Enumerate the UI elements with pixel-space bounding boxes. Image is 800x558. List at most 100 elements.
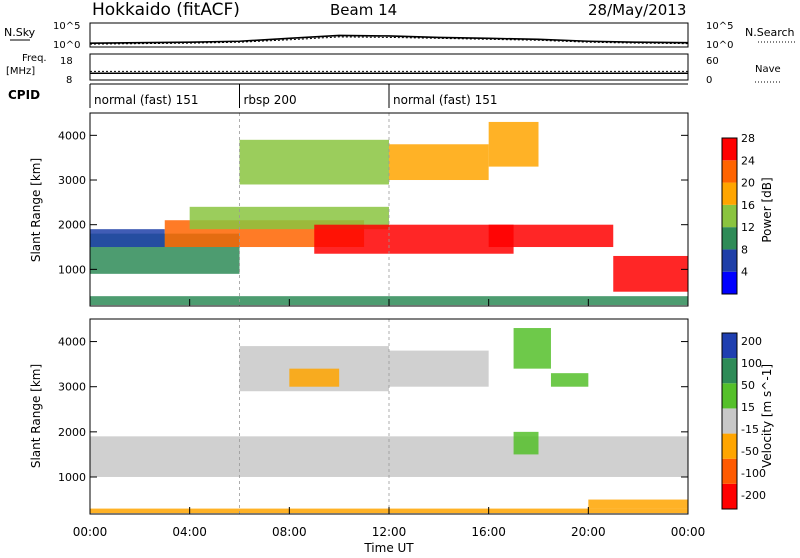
freq-tick-top: 18 bbox=[60, 56, 73, 67]
velocity-colorbar-tick: -200 bbox=[741, 489, 766, 502]
velocity-colorbar-tick: -50 bbox=[741, 445, 759, 458]
cpid-label: CPID bbox=[8, 88, 40, 102]
power-colorbar-tick: 4 bbox=[741, 266, 748, 279]
colorbar-swatch bbox=[722, 383, 737, 409]
nsearch-label: N.Search bbox=[745, 26, 795, 39]
power-colorbar-tick: 28 bbox=[741, 132, 755, 145]
velocity-x-axis: 00:00 04:00 08:00 12:00 16:00 20:00 00:00 bbox=[73, 299, 706, 539]
power-panel: 1000 2000 3000 4000 Slant Range [km] 4 8 12 16… bbox=[29, 112, 774, 307]
power-colorbar-tick: 20 bbox=[741, 177, 755, 190]
x-tick-label: 16:00 bbox=[471, 525, 506, 539]
scatter-band bbox=[488, 121, 539, 167]
x-tick-label: 12:00 bbox=[372, 525, 407, 539]
colorbar-frame bbox=[721, 332, 738, 510]
x-tick-label: 20:00 bbox=[571, 525, 606, 539]
scatter-band bbox=[314, 224, 514, 254]
scatter-band bbox=[513, 328, 551, 369]
x-tick-label: 00:00 bbox=[671, 525, 706, 539]
nsky-label: N.Sky bbox=[4, 26, 36, 39]
scatter-band bbox=[488, 224, 614, 248]
velocity-panel: 1000 2000 3000 4000 00:00 04:00 08:00 12:00 16:… bbox=[29, 299, 774, 555]
colorbar-swatch bbox=[722, 249, 737, 272]
cpid-segment-label: normal (fast) 151 bbox=[393, 93, 497, 107]
beam-title: Beam 14 bbox=[330, 1, 397, 19]
freq-panel-frame bbox=[89, 53, 689, 81]
cpid-segment-label: normal (fast) 151 bbox=[94, 93, 198, 107]
velocity-scatter bbox=[90, 319, 688, 514]
velocity-colorbar-tick: 100 bbox=[741, 357, 762, 370]
velocity-colorbar-label: Velocity [m s^-1] bbox=[760, 364, 774, 468]
freq-unit-label: [MHz] bbox=[6, 66, 35, 77]
colorbar-swatch bbox=[722, 160, 737, 183]
y-tick-label: 4000 bbox=[58, 336, 86, 349]
power-ylabel: Slant Range [km] bbox=[29, 158, 43, 262]
noise-tick-bottom-left: 10^0 bbox=[53, 40, 80, 51]
noise-tick-top-left: 10^5 bbox=[53, 21, 80, 32]
power-scatter bbox=[90, 113, 688, 306]
scatter-band bbox=[389, 350, 489, 387]
noise-panel-frame bbox=[89, 22, 689, 48]
colorbar-frame bbox=[721, 137, 738, 295]
date-title: 28/May/2013 bbox=[588, 1, 686, 19]
power-colorbar-tick: 16 bbox=[741, 199, 755, 212]
colorbar-swatch bbox=[722, 227, 737, 250]
x-tick-label: 00:00 bbox=[73, 525, 108, 539]
noise-search-series bbox=[89, 36, 689, 45]
velocity-colorbar-tick: -15 bbox=[741, 423, 759, 436]
y-tick-label: 3000 bbox=[58, 381, 86, 394]
freq-panel: Freq. [MHz] 18 8 60 0 Nave bbox=[6, 53, 781, 86]
colorbar-swatch bbox=[722, 433, 737, 459]
nave-label: Nave bbox=[755, 64, 781, 75]
scatter-band bbox=[239, 139, 389, 185]
noise-sky-series bbox=[89, 34, 689, 44]
power-y-axis: 1000 2000 3000 4000 bbox=[58, 129, 688, 276]
power-colorbar-tick: 24 bbox=[741, 154, 755, 167]
scatter-band bbox=[550, 373, 589, 387]
y-tick-label: 4000 bbox=[58, 129, 86, 142]
scatter-band bbox=[588, 499, 688, 509]
station-title: Hokkaido (fitACF) bbox=[92, 0, 240, 20]
y-tick-label: 1000 bbox=[58, 471, 86, 484]
noise-tick-top-right: 10^5 bbox=[706, 21, 733, 32]
power-colorbar-label: Power [dB] bbox=[760, 177, 774, 242]
noise-tick-bottom-right: 10^0 bbox=[706, 40, 733, 51]
y-tick-label: 3000 bbox=[58, 174, 86, 187]
colorbar-swatch bbox=[722, 483, 737, 509]
scatter-band bbox=[90, 229, 165, 248]
x-tick-label: 04:00 bbox=[172, 525, 207, 539]
freq-tick-bottom: 8 bbox=[66, 75, 72, 86]
colorbar-swatch bbox=[722, 182, 737, 205]
power-colorbar-tick: 8 bbox=[741, 243, 748, 256]
velocity-colorbar-tick: 15 bbox=[741, 401, 755, 414]
colorbar-swatch bbox=[722, 271, 737, 294]
colorbar-swatch bbox=[722, 204, 737, 228]
scatter-band bbox=[613, 255, 688, 292]
colorbar-swatch bbox=[722, 333, 737, 359]
colorbar-swatch bbox=[722, 138, 737, 161]
colorbar-swatch bbox=[722, 458, 737, 484]
nave-tick-bottom: 0 bbox=[706, 75, 712, 86]
velocity-colorbar-tick: -100 bbox=[741, 467, 766, 480]
velocity-y-axis: 1000 2000 3000 4000 bbox=[58, 336, 688, 484]
freq-label: Freq. bbox=[22, 53, 47, 64]
power-colorbar: 4 8 12 16 20 24 28 bbox=[721, 132, 755, 295]
time-axis-label: Time UT bbox=[363, 541, 414, 554]
y-tick-label: 1000 bbox=[58, 263, 86, 276]
power-colorbar-tick: 12 bbox=[741, 221, 755, 234]
colorbar-swatch bbox=[722, 358, 737, 384]
velocity-colorbar-tick: 200 bbox=[741, 335, 762, 348]
velocity-colorbar: 200 100 50 15 -15 -50 -100 -200 bbox=[721, 332, 766, 510]
velocity-ylabel: Slant Range [km] bbox=[29, 364, 43, 468]
scatter-band bbox=[513, 431, 539, 455]
noise-panel: N.Sky N.Search 10^5 10^0 10^5 10^0 bbox=[4, 21, 795, 51]
cpid-segments: normal (fast) 151 rbsp 200 normal (fast) 1… bbox=[89, 84, 497, 108]
velocity-colorbar-tick: 50 bbox=[741, 379, 755, 392]
scatter-band bbox=[289, 368, 340, 387]
scatter-band bbox=[389, 144, 489, 181]
y-tick-label: 2000 bbox=[58, 426, 86, 439]
x-tick-label: 08:00 bbox=[272, 525, 307, 539]
colorbar-swatch bbox=[722, 408, 737, 434]
y-tick-label: 2000 bbox=[58, 219, 86, 232]
